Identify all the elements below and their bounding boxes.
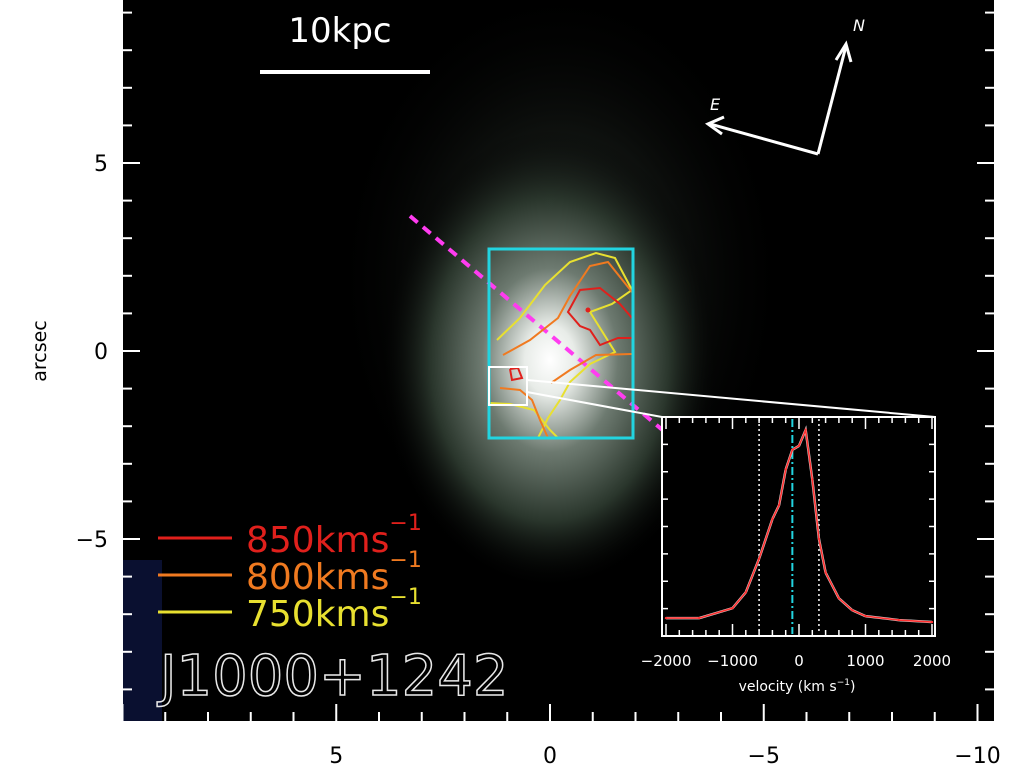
spectrum-point [757, 557, 761, 560]
inset-ticks [662, 417, 935, 636]
y-tick-label: 0 [94, 340, 108, 365]
inset-x-tick-label: 1000 [846, 652, 884, 670]
contour-850-dot [585, 307, 591, 313]
spectrum-point [837, 597, 841, 600]
spectrum-point [804, 428, 807, 432]
field-of-view-box [487, 247, 635, 440]
spectrum-point [897, 618, 900, 622]
spectrum-inset: −2000 −1000 0 1000 2000 velocity (km s−1) [641, 416, 951, 695]
x-tick-label: 0 [543, 744, 557, 768]
contour-750 [496, 251, 634, 439]
inset-x-tick-labels: −2000 −1000 0 1000 2000 [641, 652, 951, 670]
spectrum-point [777, 504, 781, 507]
inset-x-tick-label: −2000 [641, 652, 692, 670]
spectrum-point [744, 591, 747, 594]
spectrum-point [791, 448, 794, 451]
inset-x-tick-label: 2000 [913, 652, 951, 670]
scale-bar: 10kpc [260, 11, 430, 74]
spectrum-point [817, 537, 821, 541]
contour-800-b [550, 353, 633, 384]
scale-bar-label: 10kpc [288, 11, 391, 51]
zoom-region-box [488, 366, 528, 406]
y-tick-labels: 5 0 −5 [76, 152, 108, 553]
inset-x-tick-label: −1000 [707, 652, 758, 670]
spectrum-point [930, 620, 934, 624]
inset-marks [664, 419, 934, 634]
compass-north-label: N [853, 16, 865, 35]
spectrum-point [797, 444, 801, 448]
axis-ticks [121, 11, 995, 722]
compass-east-label: E [710, 95, 721, 114]
contour-750-lower [488, 402, 559, 439]
y-axis-label: arcsec [29, 320, 51, 382]
x-tick-label: 5 [329, 744, 343, 768]
contour-850-small [509, 366, 524, 382]
x-tick-label: −10 [954, 744, 1000, 768]
contour-800-c [499, 387, 549, 439]
y-tick-label: 5 [94, 152, 108, 177]
inset-x-axis-label: velocity (km s−1) [739, 678, 856, 695]
spectrum-point [811, 478, 814, 481]
compass: N E [704, 16, 865, 156]
spectrum-point [864, 614, 867, 618]
contour-850 [566, 286, 633, 347]
spectrum-point [784, 468, 787, 471]
galaxy-image [122, 0, 995, 722]
x-tick-labels: 5 0 −5 −10 [329, 744, 1000, 768]
inset-x-tick-label: 0 [794, 652, 804, 670]
contour-800 [502, 260, 633, 356]
velocity-contours [488, 251, 634, 439]
y-tick-label: −5 [76, 528, 108, 553]
spectrum-point [731, 607, 734, 610]
spectrum-point [851, 608, 854, 612]
spectrum-point [771, 517, 774, 521]
zoom-connector [526, 379, 936, 418]
spectrum-point [824, 571, 827, 574]
spectrum-point [664, 616, 668, 620]
zoom-connector [526, 391, 663, 418]
spectrum-point [698, 616, 701, 620]
object-name: J1000+1242 [157, 644, 508, 709]
x-tick-label: −5 [748, 744, 780, 768]
